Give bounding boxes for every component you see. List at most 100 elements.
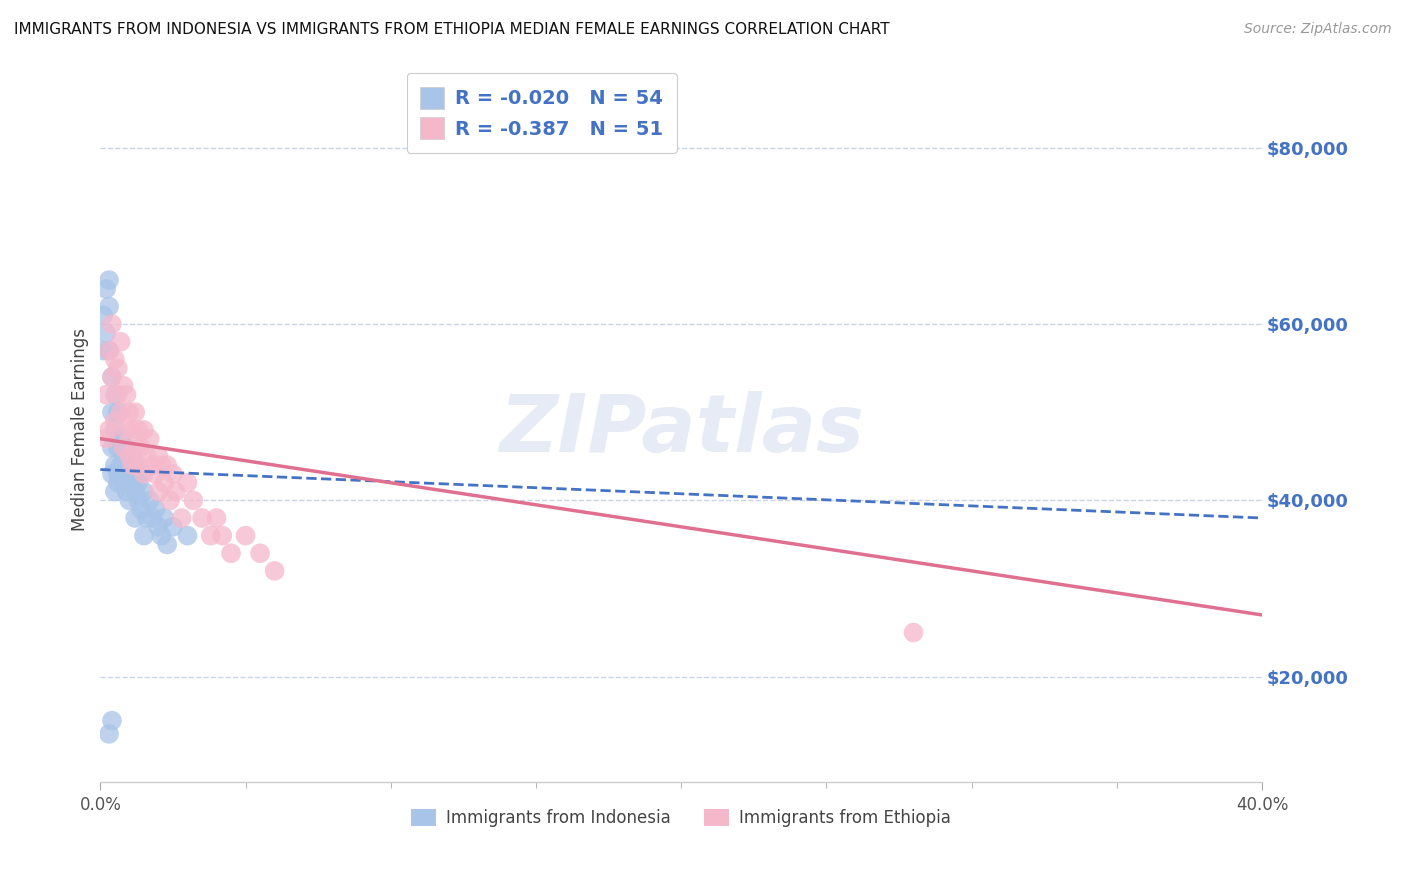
Legend: Immigrants from Indonesia, Immigrants from Ethiopia: Immigrants from Indonesia, Immigrants fr…	[405, 803, 957, 834]
Point	[115, 387, 138, 401]
Point	[121, 450, 143, 464]
Point	[148, 484, 170, 499]
Point	[191, 511, 214, 525]
Point	[150, 458, 173, 472]
Point	[115, 441, 138, 455]
Point	[132, 484, 155, 499]
Point	[211, 528, 233, 542]
Text: Source: ZipAtlas.com: Source: ZipAtlas.com	[1244, 22, 1392, 37]
Text: ZIPatlas: ZIPatlas	[499, 391, 863, 469]
Point	[138, 432, 160, 446]
Point	[162, 467, 184, 481]
Point	[162, 520, 184, 534]
Point	[104, 484, 127, 499]
Point	[104, 387, 127, 401]
Point	[118, 493, 141, 508]
Point	[91, 309, 114, 323]
Point	[115, 484, 138, 499]
Point	[101, 467, 124, 481]
Point	[129, 502, 152, 516]
Point	[165, 484, 187, 499]
Point	[110, 432, 132, 446]
Point	[176, 528, 198, 542]
Point	[263, 564, 285, 578]
Point	[148, 520, 170, 534]
Point	[903, 625, 925, 640]
Point	[104, 352, 127, 367]
Point	[118, 405, 141, 419]
Point	[121, 458, 143, 472]
Point	[200, 528, 222, 542]
Point	[124, 511, 146, 525]
Point	[132, 528, 155, 542]
Point	[145, 467, 167, 481]
Point	[104, 423, 127, 437]
Point	[156, 458, 179, 472]
Point	[98, 343, 121, 358]
Point	[107, 441, 129, 455]
Point	[121, 467, 143, 481]
Point	[205, 511, 228, 525]
Point	[176, 475, 198, 490]
Point	[135, 511, 157, 525]
Point	[121, 423, 143, 437]
Point	[148, 450, 170, 464]
Point	[118, 458, 141, 472]
Point	[112, 441, 135, 455]
Point	[170, 511, 193, 525]
Point	[101, 441, 124, 455]
Point	[129, 441, 152, 455]
Point	[98, 300, 121, 314]
Point	[107, 387, 129, 401]
Point	[124, 441, 146, 455]
Point	[98, 423, 121, 437]
Y-axis label: Median Female Earnings: Median Female Earnings	[72, 328, 89, 532]
Point	[150, 528, 173, 542]
Point	[138, 493, 160, 508]
Point	[153, 511, 176, 525]
Point	[107, 361, 129, 376]
Point	[96, 282, 118, 296]
Point	[107, 475, 129, 490]
Point	[101, 370, 124, 384]
Point	[124, 405, 146, 419]
Point	[115, 423, 138, 437]
Point	[98, 727, 121, 741]
Point	[219, 546, 242, 560]
Point	[142, 511, 165, 525]
Point	[101, 714, 124, 728]
Point	[96, 326, 118, 340]
Point	[112, 458, 135, 472]
Point	[129, 467, 152, 481]
Point	[127, 423, 149, 437]
Point	[112, 379, 135, 393]
Point	[107, 467, 129, 481]
Point	[104, 458, 127, 472]
Point	[249, 546, 271, 560]
Point	[132, 423, 155, 437]
Point	[101, 317, 124, 331]
Point	[127, 458, 149, 472]
Point	[104, 414, 127, 428]
Point	[98, 343, 121, 358]
Point	[101, 370, 124, 384]
Point	[110, 467, 132, 481]
Point	[110, 458, 132, 472]
Point	[98, 273, 121, 287]
Point	[159, 493, 181, 508]
Point	[107, 405, 129, 419]
Point	[112, 475, 135, 490]
Point	[96, 387, 118, 401]
Point	[127, 493, 149, 508]
Point	[142, 458, 165, 472]
Point	[124, 484, 146, 499]
Point	[101, 405, 124, 419]
Point	[96, 432, 118, 446]
Point	[112, 450, 135, 464]
Point	[127, 475, 149, 490]
Point	[132, 467, 155, 481]
Point	[110, 405, 132, 419]
Point	[115, 467, 138, 481]
Point	[181, 493, 204, 508]
Point	[118, 475, 141, 490]
